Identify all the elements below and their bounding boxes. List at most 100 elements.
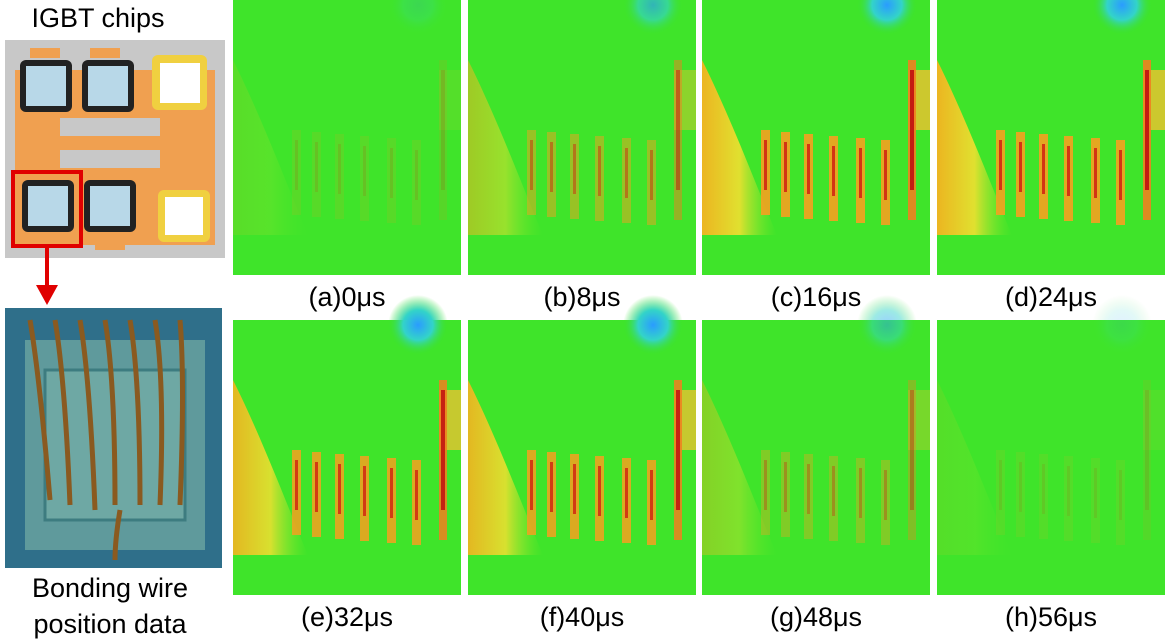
heat-streak-core xyxy=(415,150,418,200)
heat-map xyxy=(937,295,1165,595)
heat-streak xyxy=(335,134,344,219)
heat-edge-right xyxy=(1143,390,1165,450)
heat-streak-core xyxy=(338,144,341,194)
heat-streak-core xyxy=(625,148,628,198)
heat-streak-core xyxy=(363,466,366,516)
heat-streak-core xyxy=(441,70,445,190)
heat-edge-right xyxy=(908,390,930,450)
heat-edge xyxy=(468,380,543,555)
panel-caption: (c)16μs xyxy=(771,282,862,312)
heat-streak-core xyxy=(1119,470,1122,520)
heat-map xyxy=(937,0,1165,275)
heat-spot xyxy=(1092,0,1152,35)
heat-streak-core xyxy=(884,470,887,520)
heat-streak-core xyxy=(598,466,601,516)
heat-map xyxy=(233,295,461,595)
heat-streak-core xyxy=(650,470,653,520)
heat-streak xyxy=(908,380,916,540)
heat-spot xyxy=(388,0,448,35)
heat-streak-core xyxy=(859,468,862,518)
heat-streak-core xyxy=(573,144,576,194)
heat-edge xyxy=(702,380,777,555)
heat-streak xyxy=(1064,456,1073,541)
heat-map xyxy=(468,295,696,595)
heat-edge xyxy=(233,60,308,235)
heat-streak-core xyxy=(390,468,393,518)
heat-streak-core xyxy=(784,142,787,192)
heat-streak-core xyxy=(832,466,835,516)
heat-streak xyxy=(804,454,813,539)
heat-streak-core xyxy=(999,460,1002,510)
heat-spot xyxy=(857,295,917,355)
heat-streak-core xyxy=(807,464,810,514)
heat-streak-core xyxy=(295,460,298,510)
heat-streak-core xyxy=(315,142,318,192)
heat-streak-core xyxy=(1145,70,1149,190)
heat-streak xyxy=(595,136,604,221)
heat-streak-core xyxy=(598,146,601,196)
bonding-photo xyxy=(5,308,222,568)
heat-streak xyxy=(439,60,447,220)
heat-spot xyxy=(623,295,683,355)
heat-spot xyxy=(623,0,683,35)
heat-map xyxy=(233,0,461,275)
heat-edge xyxy=(468,60,543,235)
heat-streak-core xyxy=(550,462,553,512)
heat-streak-core xyxy=(338,464,341,514)
heat-streak-core xyxy=(1019,462,1022,512)
panel-caption: (f)40μs xyxy=(540,602,625,632)
heat-streak-core xyxy=(1094,148,1097,198)
heat-edge xyxy=(937,380,1012,555)
heat-spot xyxy=(388,295,448,355)
heat-map xyxy=(468,0,696,275)
heat-streak xyxy=(781,452,790,537)
heat-streak xyxy=(674,60,682,220)
heat-streak-core xyxy=(315,462,318,512)
heat-streak xyxy=(761,450,770,535)
heat-streak-core xyxy=(1067,146,1070,196)
heat-streak-core xyxy=(999,140,1002,190)
bottom-label: Bonding wire xyxy=(32,573,188,603)
heat-edge xyxy=(702,60,777,235)
heat-streak-core xyxy=(1019,142,1022,192)
heat-streak xyxy=(996,450,1005,535)
heat-streak xyxy=(527,130,536,215)
heat-streak-core xyxy=(1119,150,1122,200)
panel-caption: (e)32μs xyxy=(301,602,393,632)
heat-streak xyxy=(292,130,301,215)
bottom-label: position data xyxy=(33,609,187,639)
heat-streak xyxy=(547,132,556,217)
heat-streak-core xyxy=(1145,390,1149,510)
heat-edge xyxy=(233,380,308,555)
heat-streak-core xyxy=(1094,468,1097,518)
module-diagram xyxy=(5,40,225,305)
heat-streak-core xyxy=(1067,466,1070,516)
heat-streak xyxy=(1143,380,1151,540)
heat-spot xyxy=(857,0,917,35)
heat-streak-core xyxy=(390,148,393,198)
heat-streak xyxy=(1116,460,1125,545)
heat-streak-core xyxy=(884,150,887,200)
heat-streak xyxy=(647,140,656,225)
heat-streak-core xyxy=(910,390,914,510)
heat-streak xyxy=(829,456,838,541)
heat-streak-core xyxy=(1042,464,1045,514)
heat-streak xyxy=(387,138,396,223)
heat-streak xyxy=(570,134,579,219)
heat-edge xyxy=(937,60,1012,235)
heat-map xyxy=(702,0,930,275)
panel-caption: (a)0μs xyxy=(308,282,385,312)
heat-streak-core xyxy=(832,146,835,196)
heat-streak-core xyxy=(807,144,810,194)
heat-edge-right xyxy=(674,70,696,130)
heat-streak-core xyxy=(650,150,653,200)
heat-spot xyxy=(1092,295,1152,355)
heat-streak xyxy=(881,460,890,545)
heat-streak-core xyxy=(441,390,445,510)
panel-caption: (h)56μs xyxy=(1005,602,1097,632)
heat-streak-core xyxy=(530,140,533,190)
heat-streak-core xyxy=(530,460,533,510)
heat-streak-core xyxy=(859,148,862,198)
panel-caption: (b)8μs xyxy=(543,282,620,312)
